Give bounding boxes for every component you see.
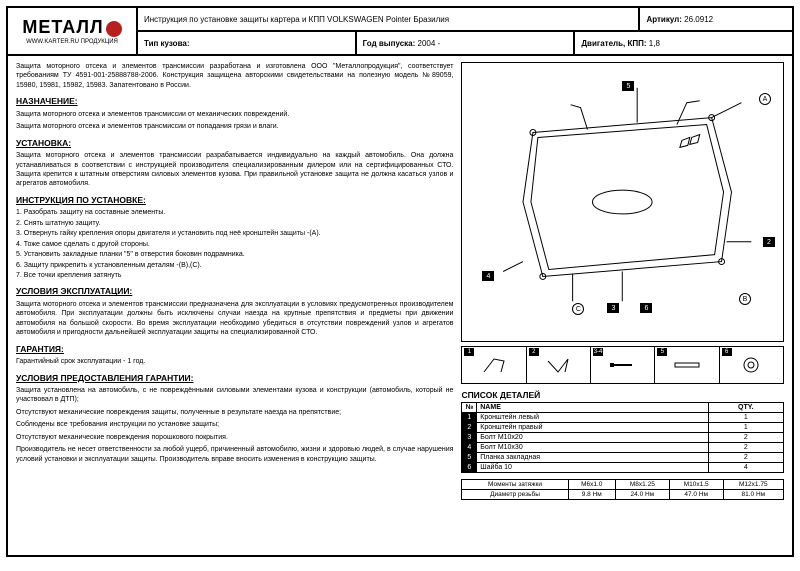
callnum-3: 3 [607,303,619,313]
parts-table: №NAMEQTY. 1Кронштейн левый1 2Кронштейн п… [461,402,784,473]
hw-1: 1 [462,347,526,383]
logo-icon [106,21,122,37]
logo-cell: МЕТАЛЛ WWW.KARTER.RU ПРОДУКЦИЯ [8,8,138,54]
table-row: 6Шайба 104 [462,463,784,473]
table-row: 2Кронштейн правый1 [462,423,784,433]
callnum-4: 4 [482,271,494,281]
left-column: Защита моторного отсека и элементов тран… [16,62,461,549]
callnum-6: 6 [640,303,652,313]
hw-2: 2 [527,347,591,383]
table-row: 1Кронштейн левый1 [462,413,784,423]
sec-instrukciya: ИНСТРУКЦИЯ ПО УСТАНОВКЕ: [16,195,453,206]
sec-garantiya: ГАРАНТИЯ: [16,344,453,355]
hw-5: 5 [655,347,719,383]
table-row: 3Болт М10х202 [462,433,784,443]
logo-sub: WWW.KARTER.RU ПРОДУКЦИЯ [26,39,118,45]
table-row: 4Болт М10х302 [462,443,784,453]
diagram-svg [462,63,783,341]
callnum-5: 5 [622,81,634,91]
callout-a: A [759,93,771,105]
sec-ustanovka: УСТАНОВКА: [16,138,453,149]
intro-text: Защита моторного отсека и элементов тран… [16,62,453,90]
sec-cond: УСЛОВИЯ ПРЕДОСТАВЛЕНИЯ ГАРАНТИИ: [16,373,453,384]
sec-naznachenie: НАЗНАЧЕНИЕ: [16,96,453,107]
doc-title: Инструкция по установке защиты картера и… [138,8,640,30]
hw-6: 6 [720,347,783,383]
title-block: Инструкция по установке защиты картера и… [138,8,792,54]
torque-table: Моменты затяжкиM6x1.0M8x1.25M10x1.5M12x1… [461,479,784,500]
hardware-row: 1 2 3-4 5 6 [461,346,784,384]
table-row: 5Планка закладная2 [462,453,784,463]
article-cell: Артикул: 26.0912 [640,8,792,30]
content: Защита моторного отсека и элементов тран… [8,56,792,555]
logo-brand: МЕТАЛЛ [22,17,103,37]
hw-3-4: 3-4 [591,347,655,383]
callnum-2: 2 [763,237,775,247]
sec-expl: УСЛОВИЯ ЭКСПЛУАТАЦИИ: [16,286,453,297]
header: МЕТАЛЛ WWW.KARTER.RU ПРОДУКЦИЯ Инструкци… [8,8,792,56]
steps-list: 1. Разобрать защиту на составные элемент… [16,208,453,280]
document-sheet: МЕТАЛЛ WWW.KARTER.RU ПРОДУКЦИЯ Инструкци… [6,6,794,557]
engine-cell: Двигатель, КПП: 1,8 [575,32,792,54]
year-cell: Год выпуска: 2004 - [357,32,576,54]
parts-title: СПИСОК ДЕТАЛЕЙ [461,390,784,400]
technical-diagram: A B C 2 3 4 5 6 [461,62,784,342]
right-column: A B C 2 3 4 5 6 1 2 3-4 5 6 СПИСОК ДЕТАЛ… [461,62,784,549]
callout-b: B [739,293,751,305]
body-cell: Тип кузова: [138,32,357,54]
